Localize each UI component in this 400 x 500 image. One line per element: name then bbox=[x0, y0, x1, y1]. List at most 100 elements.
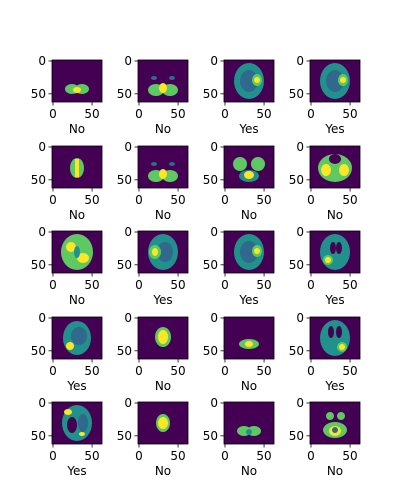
x-tick-label: 50 bbox=[342, 193, 357, 207]
panel-label: No bbox=[327, 208, 343, 222]
panel-label: No bbox=[155, 464, 171, 478]
x-tick-label: 0 bbox=[221, 364, 229, 378]
panel-label: No bbox=[241, 208, 257, 222]
scan-image-clip bbox=[70, 158, 84, 178]
scan-image-clip bbox=[234, 63, 264, 99]
x-tick-label: 50 bbox=[256, 193, 271, 207]
y-tick-label: 0 bbox=[38, 140, 46, 154]
y-tick-label: 50 bbox=[289, 173, 304, 187]
y-tick-label: 50 bbox=[117, 87, 132, 101]
x-tick-label: 0 bbox=[49, 449, 57, 463]
image-background bbox=[224, 317, 274, 359]
image-background bbox=[138, 146, 188, 188]
y-tick-label: 0 bbox=[296, 311, 304, 325]
x-tick-label: 50 bbox=[342, 107, 357, 121]
scan-image bbox=[156, 414, 170, 432]
y-tick-label: 0 bbox=[210, 225, 218, 239]
x-tick-label: 0 bbox=[221, 193, 229, 207]
x-tick-label: 50 bbox=[256, 107, 271, 121]
axes-frame bbox=[309, 401, 361, 445]
scan-image bbox=[65, 84, 89, 94]
y-tick-label: 0 bbox=[210, 140, 218, 154]
scan-image-clip bbox=[61, 234, 93, 270]
scan-image-clip bbox=[65, 84, 89, 94]
y-tick-label: 50 bbox=[31, 173, 46, 187]
axes-frame bbox=[309, 230, 361, 274]
y-tick-label: 0 bbox=[124, 225, 132, 239]
x-tick-label: 0 bbox=[49, 364, 57, 378]
x-tick-label: 0 bbox=[135, 278, 143, 292]
y-tick-label: 50 bbox=[31, 258, 46, 272]
axes-frame bbox=[223, 145, 275, 189]
x-tick-label: 0 bbox=[307, 193, 315, 207]
x-tick-label: 50 bbox=[170, 193, 185, 207]
axes-frame bbox=[309, 59, 361, 103]
y-tick-label: 0 bbox=[38, 225, 46, 239]
scan-image bbox=[318, 154, 352, 182]
axes-frame bbox=[51, 316, 103, 360]
panel-label: No bbox=[241, 464, 257, 478]
axes-frame bbox=[51, 145, 103, 189]
y-tick-label: 50 bbox=[31, 87, 46, 101]
x-tick-label: 0 bbox=[49, 193, 57, 207]
panel-label: Yes bbox=[152, 293, 172, 307]
x-tick-label: 50 bbox=[256, 449, 271, 463]
panel-label: No bbox=[69, 208, 85, 222]
scan-image bbox=[70, 158, 84, 178]
y-tick-label: 50 bbox=[203, 429, 218, 443]
x-tick-label: 50 bbox=[84, 193, 99, 207]
axes-frame bbox=[137, 401, 189, 445]
x-tick-label: 50 bbox=[84, 107, 99, 121]
scan-image-clip bbox=[155, 327, 171, 347]
y-tick-label: 50 bbox=[289, 429, 304, 443]
scan-image-clip bbox=[320, 320, 350, 356]
y-tick-label: 50 bbox=[203, 258, 218, 272]
x-tick-label: 50 bbox=[170, 449, 185, 463]
y-tick-label: 50 bbox=[203, 87, 218, 101]
y-tick-label: 50 bbox=[203, 173, 218, 187]
scan-image bbox=[63, 321, 91, 355]
x-tick-label: 0 bbox=[307, 364, 315, 378]
x-tick-label: 50 bbox=[84, 278, 99, 292]
panel-label: No bbox=[155, 379, 171, 393]
scan-image-clip bbox=[320, 234, 350, 270]
y-tick-label: 50 bbox=[289, 87, 304, 101]
panel-label: No bbox=[155, 208, 171, 222]
y-tick-label: 50 bbox=[117, 258, 132, 272]
y-tick-label: 0 bbox=[296, 54, 304, 68]
x-tick-label: 0 bbox=[221, 278, 229, 292]
x-tick-label: 0 bbox=[49, 107, 57, 121]
scan-image bbox=[237, 426, 261, 436]
panel-label: Yes bbox=[66, 379, 86, 393]
image-background bbox=[138, 60, 188, 102]
scan-image bbox=[61, 234, 93, 270]
scan-image bbox=[234, 63, 264, 99]
y-tick-label: 0 bbox=[296, 140, 304, 154]
axes-frame bbox=[51, 230, 103, 274]
scan-image bbox=[148, 234, 178, 270]
scan-image-clip bbox=[234, 234, 264, 270]
image-background bbox=[52, 60, 102, 102]
scan-image bbox=[148, 76, 178, 96]
y-tick-label: 0 bbox=[124, 396, 132, 410]
axes-frame bbox=[137, 230, 189, 274]
x-tick-label: 50 bbox=[256, 278, 271, 292]
scan-image bbox=[62, 405, 92, 441]
axes-frame bbox=[309, 316, 361, 360]
scan-image-clip bbox=[156, 414, 170, 432]
axes-frame bbox=[137, 59, 189, 103]
panel-label: Yes bbox=[238, 293, 258, 307]
